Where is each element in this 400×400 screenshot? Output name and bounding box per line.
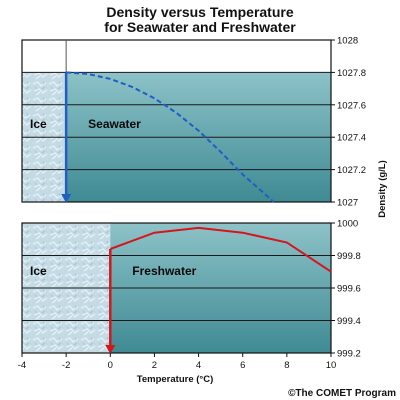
y-tick-label: 999.4 [337, 316, 361, 327]
credit-label: ©The COMET Program [288, 388, 396, 399]
x-tick-label: 2 [152, 360, 157, 371]
ice-label: Ice [30, 117, 47, 131]
ice-label: Ice [30, 264, 47, 278]
x-tick-label: -2 [62, 360, 70, 371]
seawater-density-curve [66, 71, 275, 203]
freshwater-density-curve [109, 226, 332, 273]
x-tick-label: 10 [326, 360, 337, 371]
y-tick-label: 1000 [337, 219, 358, 230]
x-tick-label: 6 [240, 360, 245, 371]
y-tick-label: 1028 [337, 36, 358, 47]
y-tick-label: 999.2 [337, 349, 361, 360]
y-tick-label: 1027 [337, 198, 358, 209]
chart-title-line-1: Density versus Temperature [106, 4, 293, 20]
x-tick-label: 8 [284, 360, 289, 371]
down-arrow-icon [61, 194, 72, 203]
y-tick-label: 1027.6 [337, 100, 366, 111]
x-tick-label: 4 [196, 360, 201, 371]
x-tick-label: -4 [18, 360, 26, 371]
y-tick-label: 1027.2 [337, 165, 366, 176]
y-tick-label: 1027.8 [337, 68, 366, 79]
plot-frame [21, 222, 332, 354]
y-tick-label: 999.6 [337, 284, 361, 295]
freshwater-panel: Ice Freshwater 999.2 999.4 999.6 999.8 1000 -4 -… [18, 219, 361, 372]
y-tick-label: 999.8 [337, 251, 361, 262]
y-tick-label: 1027.4 [337, 133, 366, 144]
down-arrow-icon [105, 345, 116, 354]
x-tick-label: 0 [108, 360, 113, 371]
seawater-panel: Ice Seawater 1027 1027.2 1027.4 1027.6 1027.8 1… [21, 36, 366, 209]
temperature-axis-label: Temperature (°C) [137, 374, 213, 385]
water-label: Freshwater [132, 264, 196, 278]
plot-frame [21, 39, 332, 203]
chart-title-line-2: for Seawater and Freshwater [104, 19, 296, 35]
density-axis-label: Density (g/L) [377, 160, 388, 218]
water-label: Seawater [88, 117, 141, 131]
